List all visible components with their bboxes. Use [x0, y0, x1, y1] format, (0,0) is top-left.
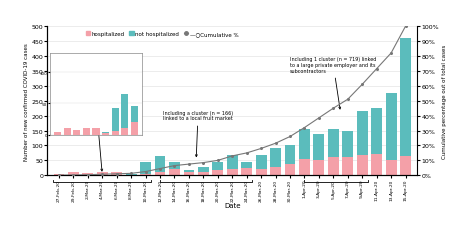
Bar — [54, 174, 64, 176]
Bar — [198, 167, 209, 172]
Bar — [299, 159, 310, 176]
Bar — [241, 168, 252, 176]
Bar — [270, 167, 281, 176]
Bar — [241, 162, 252, 168]
Text: Including 1 cluster (n = 719) linked
to a large private employer and its
subcont: Including 1 cluster (n = 719) linked to … — [290, 57, 376, 110]
Bar — [155, 173, 165, 176]
Bar — [183, 173, 194, 176]
Y-axis label: Cumulative percentage out of total cases: Cumulative percentage out of total cases — [442, 44, 447, 158]
Bar — [198, 172, 209, 176]
Bar — [155, 156, 165, 173]
Bar — [111, 108, 119, 132]
Bar — [126, 174, 137, 175]
Bar — [131, 123, 138, 135]
Bar — [92, 129, 100, 135]
Bar — [126, 175, 137, 176]
Bar — [169, 170, 180, 176]
Bar — [328, 129, 339, 158]
Bar — [342, 157, 353, 176]
Bar — [400, 39, 411, 156]
Bar — [73, 130, 81, 135]
Bar — [82, 173, 93, 176]
X-axis label: Date: Date — [224, 202, 240, 208]
Bar — [169, 162, 180, 170]
Bar — [313, 135, 324, 161]
Bar — [102, 133, 109, 134]
Bar — [83, 129, 90, 135]
Bar — [140, 174, 151, 176]
Bar — [54, 133, 61, 135]
Bar — [357, 111, 368, 155]
Legend: hospitalized, not hospitalized, —○Cumulative %: hospitalized, not hospitalized, —○Cumula… — [83, 30, 241, 39]
Bar — [371, 154, 382, 176]
Text: Including travellers returning
from Iran and Europe: Including travellers returning from Iran… — [62, 118, 134, 171]
Bar — [400, 156, 411, 176]
Bar — [313, 161, 324, 176]
Bar — [121, 94, 128, 129]
Bar — [140, 163, 151, 174]
Bar — [299, 129, 310, 159]
Text: Including a cluster (n = 166)
linked to a local fruit market: Including a cluster (n = 166) linked to … — [163, 110, 233, 157]
Bar — [183, 170, 194, 173]
Bar — [212, 163, 223, 170]
Bar — [227, 156, 237, 169]
Bar — [97, 173, 108, 176]
Y-axis label: Number of new confirmed COVID-19 cases: Number of new confirmed COVID-19 cases — [24, 43, 29, 160]
Bar — [212, 170, 223, 176]
Bar — [111, 132, 119, 135]
Bar — [357, 155, 368, 176]
Bar — [386, 161, 397, 176]
Bar — [270, 148, 281, 167]
Bar — [284, 164, 295, 176]
Bar — [256, 156, 266, 169]
Bar — [121, 129, 128, 135]
Bar — [371, 108, 382, 154]
Bar — [386, 94, 397, 161]
Bar — [131, 107, 138, 123]
Bar — [328, 158, 339, 176]
Bar — [284, 146, 295, 164]
Bar — [64, 129, 71, 135]
Bar — [111, 173, 122, 176]
Bar — [256, 169, 266, 176]
Bar — [227, 169, 237, 176]
Bar — [68, 173, 79, 176]
Bar — [342, 131, 353, 157]
Bar — [102, 134, 109, 135]
